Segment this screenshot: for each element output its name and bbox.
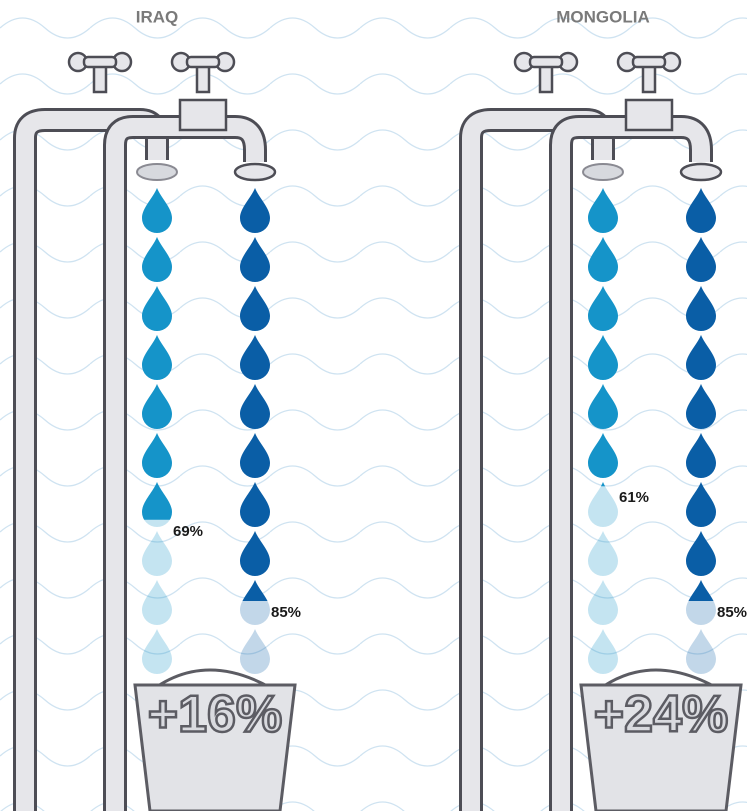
panel: IRAQ 69% 85% +16%	[13, 7, 301, 811]
tap-bar	[631, 55, 667, 69]
panel-title: IRAQ	[136, 7, 179, 26]
nozzle	[679, 162, 723, 182]
value-label: 85%	[717, 604, 747, 621]
nozzle	[233, 162, 277, 182]
value-label: 69%	[173, 523, 203, 540]
tap-body	[178, 98, 228, 132]
tap-bar	[82, 55, 118, 69]
value-label: 85%	[271, 604, 301, 621]
panel-title: MONGOLIA	[556, 7, 650, 26]
value-label: 61%	[619, 489, 649, 506]
tap-bar	[185, 55, 221, 69]
bucket-annotation: +16%	[148, 686, 282, 744]
bucket-annotation: +24%	[594, 686, 728, 744]
tap-bar	[528, 55, 564, 69]
nozzle	[136, 163, 178, 181]
tap-body	[624, 98, 674, 132]
bucket	[133, 683, 297, 811]
nozzle	[582, 163, 624, 181]
panel: MONGOLIA 61% 85% +24%	[459, 7, 747, 811]
bucket	[579, 683, 743, 811]
